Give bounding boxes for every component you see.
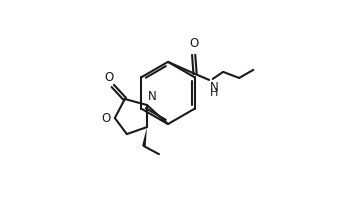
Text: H: H: [210, 87, 218, 98]
Text: O: O: [101, 112, 111, 125]
Polygon shape: [142, 127, 147, 146]
Text: O: O: [105, 71, 114, 84]
Text: N: N: [148, 90, 157, 103]
Text: O: O: [189, 37, 198, 50]
Text: N: N: [210, 81, 219, 94]
